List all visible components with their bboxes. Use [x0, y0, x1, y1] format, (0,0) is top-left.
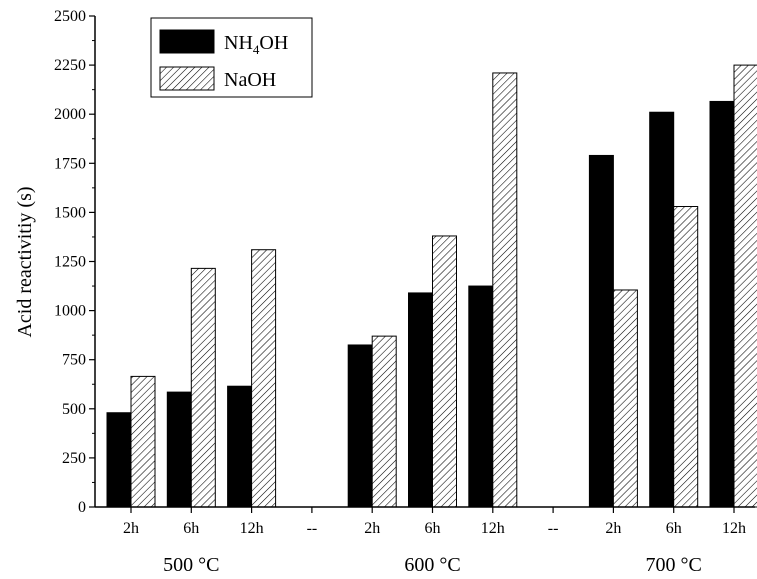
- x-tick-label: 12h: [240, 520, 264, 537]
- y-tick-label: 1250: [54, 254, 86, 271]
- x-tick-label: --: [548, 520, 559, 537]
- x-tick-label: 6h: [183, 520, 199, 537]
- legend: NH4OH NaOH: [150, 17, 313, 98]
- bar-naoh: [251, 249, 277, 508]
- x-tick-label: 2h: [123, 520, 139, 537]
- bar-naoh: [190, 267, 216, 508]
- bar-naoh: [673, 206, 699, 508]
- legend-label-nh4oh-main: NH: [224, 32, 253, 54]
- x-axis-ticks: 2h 6h 12h -- 2h 6h 12h -- 2h 6h 12h: [123, 507, 746, 537]
- bar-nh4oh: [347, 344, 373, 508]
- legend-label-nh4oh: NH4OH: [224, 32, 288, 57]
- bar-nh4oh: [408, 292, 433, 508]
- x-tick-label: 12h: [722, 520, 746, 537]
- group-label: 500 °C: [163, 554, 219, 576]
- group-label: 700 °C: [646, 554, 702, 576]
- legend-label-nh4oh-tail: OH: [259, 32, 288, 54]
- bar-nh4oh: [588, 154, 614, 508]
- bar-nh4oh: [106, 412, 132, 508]
- x-tick-label: --: [307, 520, 318, 537]
- y-tick-label: 2250: [54, 57, 86, 74]
- group-labels: 500 °C 600 °C 700 °C: [163, 554, 702, 576]
- group-label: 600 °C: [404, 554, 460, 576]
- y-tick-label: 750: [62, 352, 86, 369]
- y-tick-label: 1000: [54, 303, 86, 320]
- bar-naoh: [612, 289, 638, 508]
- y-tick-label: 500: [62, 401, 86, 418]
- bar-nh4oh: [166, 391, 192, 508]
- bars-layer: [106, 64, 757, 508]
- y-tick-label: 1750: [54, 155, 86, 172]
- y-tick-label: 2000: [54, 106, 86, 123]
- legend-label-naoh: NaOH: [224, 69, 276, 91]
- y-tick-label: 2500: [54, 8, 86, 25]
- bar-nh4oh: [649, 111, 675, 508]
- x-tick-label: 2h: [605, 520, 621, 537]
- y-tick-label: 1500: [54, 204, 86, 221]
- x-tick-label: 2h: [364, 520, 380, 537]
- bar-naoh: [130, 375, 156, 508]
- legend-swatch-nh4oh: [159, 29, 215, 54]
- x-tick-label: 6h: [425, 520, 441, 537]
- y-tick-label: 0: [78, 499, 86, 516]
- bar-naoh: [733, 64, 757, 508]
- x-tick-label: 6h: [666, 520, 682, 537]
- bar-nh4oh: [468, 285, 494, 508]
- legend-label-nh4oh-sub: 4: [253, 42, 260, 57]
- y-axis-ticks: 0 250 500 750 1000 1250 1500 1750 2000 2250 2500: [54, 8, 95, 516]
- legend-swatch-naoh: [159, 66, 215, 91]
- bar-nh4oh: [227, 385, 253, 508]
- bar-nh4oh: [709, 100, 735, 508]
- bar-naoh: [432, 235, 457, 508]
- y-axis-title: Acid reactivitiy (s): [14, 186, 36, 337]
- x-tick-label: 12h: [481, 520, 505, 537]
- y-tick-label: 250: [62, 450, 86, 467]
- bar-naoh: [492, 72, 518, 508]
- bar-naoh: [371, 335, 397, 508]
